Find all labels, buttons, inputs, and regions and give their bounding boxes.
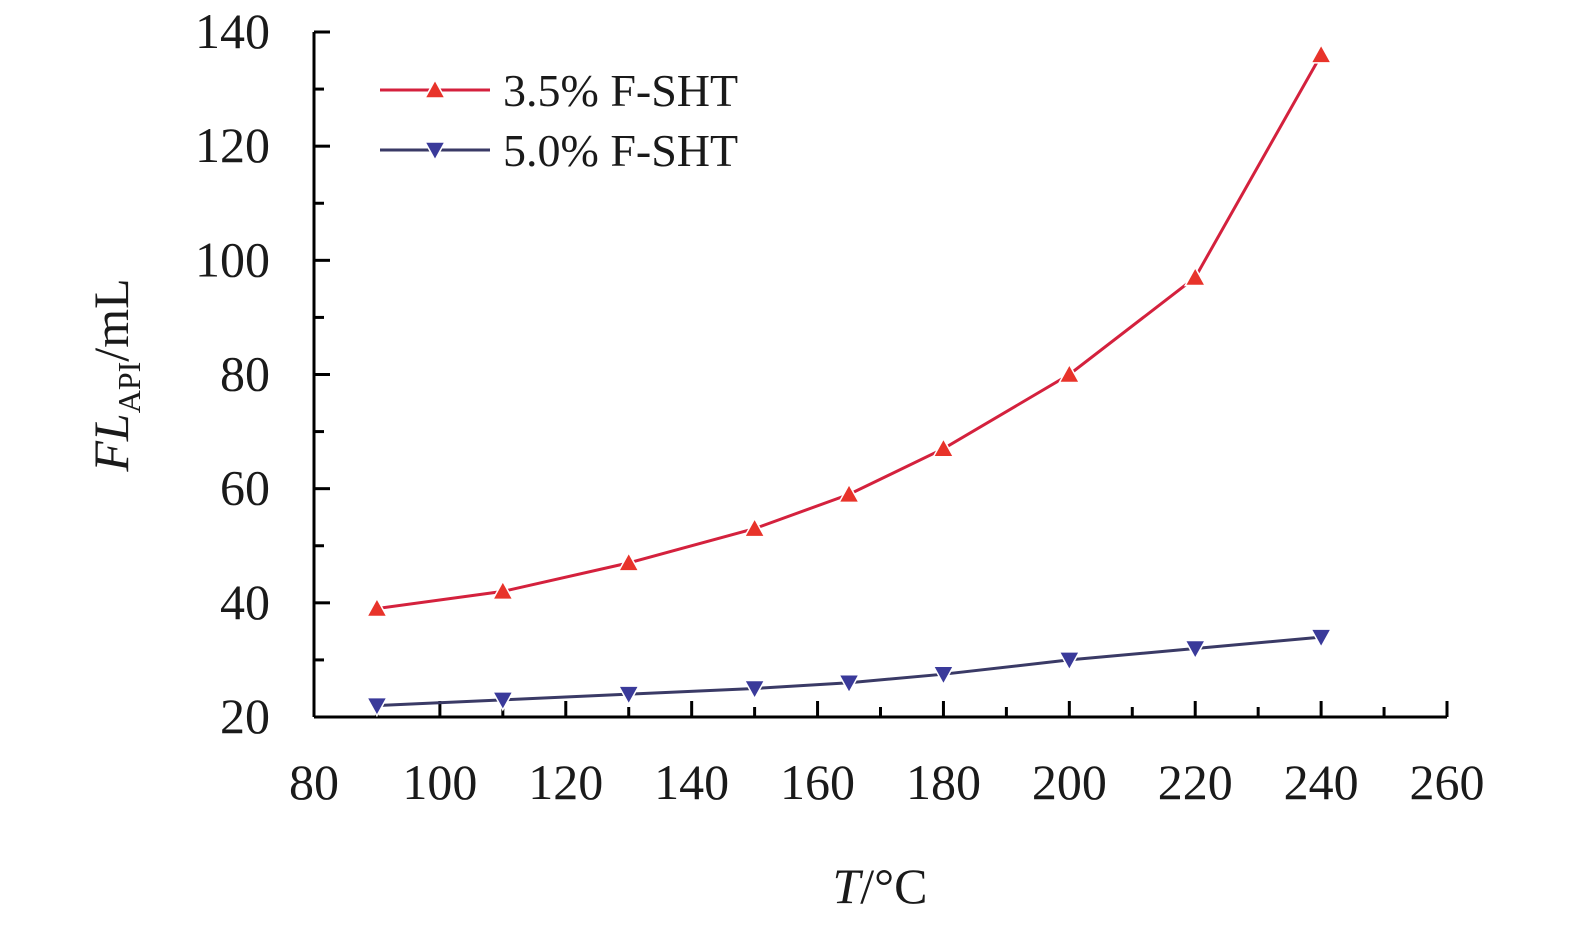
y-tick-label: 100 — [195, 231, 270, 287]
data-point — [1309, 43, 1333, 64]
x-ticks: 80 100 120 140 160 180 200 220 240 260 — [289, 701, 1485, 810]
y-tick-label: 140 — [195, 3, 270, 59]
y-tick-label: 60 — [220, 460, 270, 516]
x-tick-label: 180 — [906, 754, 981, 810]
data-point — [365, 596, 389, 618]
data-point — [617, 551, 640, 572]
data-point — [743, 517, 766, 538]
x-tick-label: 260 — [1410, 754, 1485, 810]
x-tick-label: 100 — [402, 754, 477, 810]
y-tick-label: 40 — [220, 574, 270, 630]
data-point — [743, 679, 766, 701]
y-tick-label: 80 — [220, 346, 270, 402]
data-point — [365, 696, 389, 718]
y-axis-title-italic: FL — [83, 413, 139, 472]
legend-item: 5.0% F-SHT — [380, 125, 738, 176]
x-tick-label: 80 — [289, 754, 339, 810]
data-point — [1183, 639, 1207, 661]
y-axis-title-unit: /mL — [83, 278, 139, 361]
data-point — [491, 691, 515, 712]
y-tick-label: 20 — [220, 688, 270, 744]
legend-item: 3.5% F-SHT — [380, 65, 738, 116]
data-point — [1058, 362, 1081, 384]
y-ticks: 20 40 60 80 100 120 140 — [195, 3, 330, 744]
series-layer — [365, 43, 1333, 718]
x-tick-label: 220 — [1158, 754, 1233, 810]
legend-marker — [423, 141, 447, 162]
legend-label: 5.0% F-SHT — [503, 125, 738, 176]
data-point — [932, 437, 955, 458]
x-axis-title-unit: /°C — [860, 858, 927, 914]
series-1 — [365, 43, 1333, 618]
data-point — [837, 482, 861, 504]
series-2 — [365, 628, 1333, 718]
series-line — [376, 635, 1322, 708]
y-axis-title: FLAPI/mL — [83, 278, 147, 472]
legend-label: 3.5% F-SHT — [503, 65, 738, 116]
data-point — [617, 685, 640, 706]
legend-marker — [423, 78, 447, 99]
legend: 3.5% F-SHT 5.0% F-SHT — [380, 65, 738, 176]
y-axis-title-subscript: API — [111, 362, 147, 414]
data-point — [932, 665, 955, 686]
y-tick-label: 120 — [195, 117, 270, 173]
x-axis-title: T/°C — [832, 858, 927, 914]
data-point — [1058, 651, 1081, 672]
x-tick-label: 240 — [1284, 754, 1359, 810]
x-tick-label: 140 — [654, 754, 729, 810]
x-axis-title-italic: T — [832, 858, 863, 914]
x-tick-label: 160 — [780, 754, 855, 810]
data-point — [1309, 628, 1333, 649]
data-point — [1183, 265, 1207, 287]
data-point — [491, 579, 515, 601]
data-point — [837, 674, 861, 695]
x-tick-label: 200 — [1032, 754, 1107, 810]
x-tick-label: 120 — [528, 754, 603, 810]
